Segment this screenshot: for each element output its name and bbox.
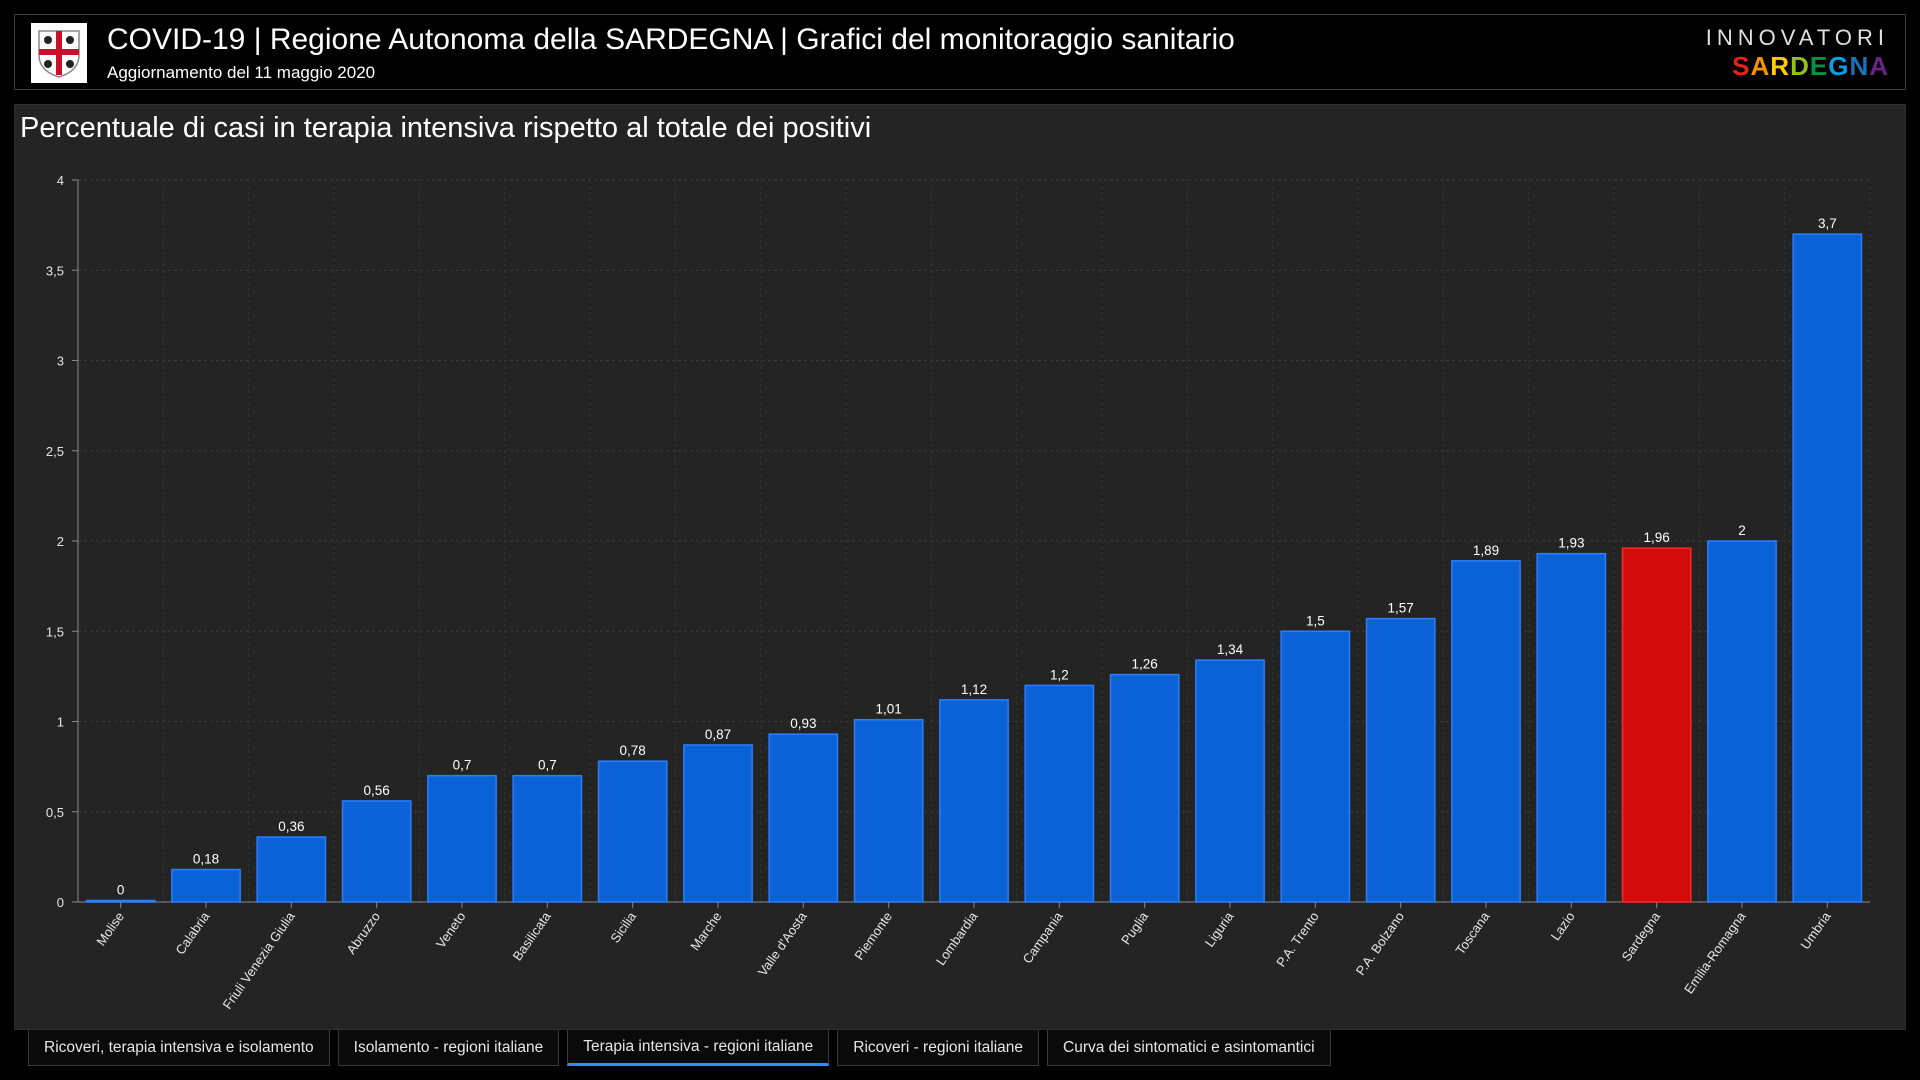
coat-of-arms-icon [38, 30, 80, 78]
bar-p-a-bolzano [1365, 617, 1436, 903]
brand-bottom-text: SARDEGNA [1706, 51, 1889, 82]
bar-umbria [1792, 233, 1863, 903]
bar-value-label: 1,5 [1306, 613, 1325, 628]
brand-letter: G [1828, 51, 1850, 81]
x-tick-label: Lazio [1548, 909, 1578, 943]
x-tick-label: P.A. Trento [1273, 909, 1322, 970]
bar-liguria [1195, 659, 1265, 903]
bar-value-label: 3,7 [1818, 216, 1837, 231]
x-tick-label: Abruzzo [343, 909, 383, 957]
tab-0[interactable]: Ricoveri, terapia intensiva e isolamento [28, 1030, 330, 1066]
y-tick-label: 4 [57, 173, 64, 188]
chart-title: Percentuale di casi in terapia intensiva… [20, 112, 872, 144]
tab-3[interactable]: Ricoveri - regioni italiane [837, 1030, 1040, 1066]
x-tick-label: Veneto [433, 909, 469, 951]
brand-letter: N [1849, 51, 1870, 81]
app-title: COVID-19 | Regione Autonoma della SARDEG… [107, 23, 1235, 56]
bar-value-label: 0,7 [453, 758, 472, 773]
brand-letter: S [1732, 51, 1751, 81]
bar-value-label: 1,12 [961, 682, 987, 697]
x-tick-label: Campania [1020, 908, 1067, 966]
x-tick-label: Valle d'Aosta [755, 908, 810, 978]
y-tick-label: 2 [57, 534, 64, 549]
bar-value-label: 0,56 [364, 783, 390, 798]
bar-value-label: 0 [117, 883, 125, 898]
y-tick-label: 1 [57, 715, 64, 730]
x-tick-label: Puglia [1118, 908, 1151, 947]
bar-chart: 0 0,5 1 1,5 2 2,5 3 3,5 4 0 Molise 0,18 Calabria 0,36… [46, 173, 1871, 1012]
bar-lombardia [939, 699, 1009, 903]
bar-abruzzo [341, 800, 412, 903]
x-tick-label: Emilia-Romagna [1681, 908, 1749, 996]
y-tick-label: 2,5 [46, 444, 64, 459]
bar-sicilia [597, 760, 668, 903]
x-tick-label: Sardegna [1618, 908, 1663, 963]
x-tick-label: Umbria [1797, 908, 1834, 952]
bar-value-label: 1,34 [1217, 642, 1244, 657]
y-tick-label: 0 [57, 895, 64, 910]
x-tick-label: Molise [93, 909, 127, 948]
bar-toscana [1451, 560, 1521, 903]
bar-piemonte [853, 718, 924, 903]
region-coat-of-arms-logo [31, 23, 87, 83]
bar-veneto [427, 774, 497, 903]
bar-emilia-romagna [1707, 540, 1777, 903]
bar-puglia [1109, 673, 1180, 903]
bar-value-label: 0,93 [790, 716, 816, 731]
bar-value-label: 1,01 [876, 702, 902, 717]
bar-value-label: 2 [1738, 523, 1746, 538]
x-tick-label: Calabria [172, 908, 212, 957]
y-tick-label: 3 [57, 354, 64, 369]
bar-p-a-trento [1280, 630, 1351, 903]
brand-letter: E [1809, 51, 1829, 81]
x-tick-label: Marche [687, 909, 724, 953]
tab-bar: Ricoveri, terapia intensiva e isolamento… [28, 1030, 1331, 1066]
bar-molise [85, 899, 156, 903]
bar-campania [1024, 684, 1095, 903]
bar-calabria [171, 868, 241, 903]
x-tick-label: Piemonte [851, 909, 895, 963]
bar-valle-d-aosta [768, 733, 839, 903]
bar-value-label: 0,36 [278, 819, 304, 834]
x-tick-label: Toscana [1452, 908, 1493, 957]
brand-letter: A [1869, 51, 1889, 81]
y-tick-label: 3,5 [46, 263, 64, 278]
bar-marche [683, 744, 753, 903]
tab-4[interactable]: Curva dei sintomatici e asintomantici [1047, 1030, 1331, 1066]
bar-value-label: 0,7 [538, 758, 557, 773]
header-bar: COVID-19 | Regione Autonoma della SARDEG… [14, 14, 1906, 90]
brand-letter: R [1770, 51, 1791, 81]
bar-basilicata [512, 774, 583, 903]
tab-2[interactable]: Terapia intensiva - regioni italiane [567, 1030, 830, 1066]
update-date: Aggiornamento del 11 maggio 2020 [107, 63, 376, 82]
bar-value-label: 1,93 [1558, 536, 1584, 551]
y-tick-label: 1,5 [46, 624, 64, 639]
x-tick-label: Liguria [1202, 908, 1237, 949]
bar-value-label: 1,89 [1473, 543, 1499, 558]
bar-value-label: 0,87 [705, 727, 731, 742]
y-tick-label: 0,5 [46, 805, 64, 820]
bar-value-label: 0,78 [620, 743, 646, 758]
brand-letter: A [1750, 51, 1771, 81]
bar-sardegna [1621, 547, 1692, 903]
bar-value-label: 0,18 [193, 852, 219, 867]
bar-friuli-venezia-giulia [256, 836, 327, 903]
bar-value-label: 1,57 [1388, 601, 1414, 616]
x-tick-label: Sicilia [607, 908, 639, 945]
x-tick-label: Friuli Venezia Giulia [220, 908, 299, 1011]
bar-value-label: 1,96 [1644, 530, 1670, 545]
x-tick-label: Lombardia [933, 908, 981, 968]
x-tick-label: P.A. Bolzano [1353, 909, 1407, 978]
brand-letter: D [1790, 51, 1810, 81]
x-tick-label: Basilicata [510, 908, 555, 963]
innovatori-sardegna-logo: INNOVATORI SARDEGNA [1706, 25, 1889, 82]
bar-lazio [1536, 552, 1607, 903]
bar-value-label: 1,26 [1132, 657, 1158, 672]
bar-value-label: 1,2 [1050, 667, 1069, 682]
brand-top-text: INNOVATORI [1705, 25, 1889, 50]
tab-1[interactable]: Isolamento - regioni italiane [337, 1030, 560, 1066]
